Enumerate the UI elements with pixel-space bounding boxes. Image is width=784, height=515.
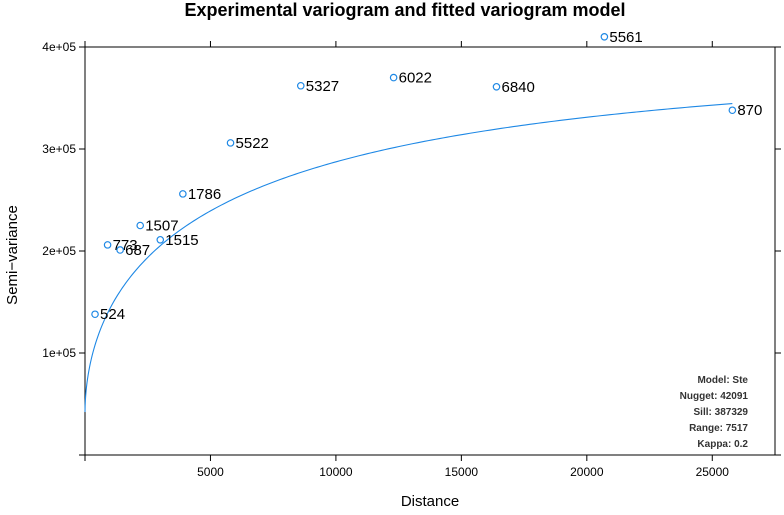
data-point [116,246,124,254]
model-info-line: Nugget: 42091 [680,391,749,402]
point-label: 524 [100,306,125,323]
data-point [136,221,145,230]
x-tick-label: 15000 [445,465,479,479]
point-label: 687 [125,242,150,259]
model-info-line: Range: 7517 [689,423,748,434]
data-point [91,310,99,319]
y-axis-label: Semi−variance [4,205,21,305]
fitted-model-curve-group [84,103,733,413]
point-label: 1515 [165,232,198,249]
data-point [728,106,737,115]
y-tick-label: 1e+05 [42,346,76,360]
data-point [296,81,305,90]
x-axis-label: Distance [401,493,459,510]
point-label: 6022 [399,70,432,87]
data-point [179,190,187,198]
y-tick-label: 3e+05 [42,142,76,156]
model-info-line: Kappa: 0.2 [697,439,748,450]
data-point [492,82,501,91]
model-info-box: Model: Ste Nugget: 42091 Sill: 387329 Range… [680,375,749,450]
fitted-model-curve [84,103,733,413]
model-info-line: Sill: 387329 [694,407,749,418]
point-label: 6840 [501,79,534,96]
y-tick-label: 2e+05 [42,244,76,258]
x-tick-label: 20000 [570,465,604,479]
x-tick-label: 25000 [696,465,730,479]
data-point [600,32,609,41]
data-point [103,241,112,249]
axis-ticks: 5000 10000 15000 20000 25000 1e+05 2e+05 3e+05 4… [42,40,781,479]
data-point [226,139,235,147]
point-label: 5561 [609,29,642,46]
data-point [156,235,165,244]
point-label: 1507 [145,218,178,235]
x-tick-label: 10000 [319,465,353,479]
data-point [389,73,398,82]
point-label: 773 [113,237,138,254]
point-label: 1786 [188,186,221,203]
point-label: 5327 [306,78,339,95]
chart-title: Experimental variogram and fitted variog… [184,0,625,20]
point-label: 870 [737,102,762,119]
y-tick-label: 4e+05 [42,40,76,54]
point-label: 5522 [236,135,269,152]
model-info-line: Model: Ste [697,375,748,386]
x-tick-label: 5000 [197,465,224,479]
